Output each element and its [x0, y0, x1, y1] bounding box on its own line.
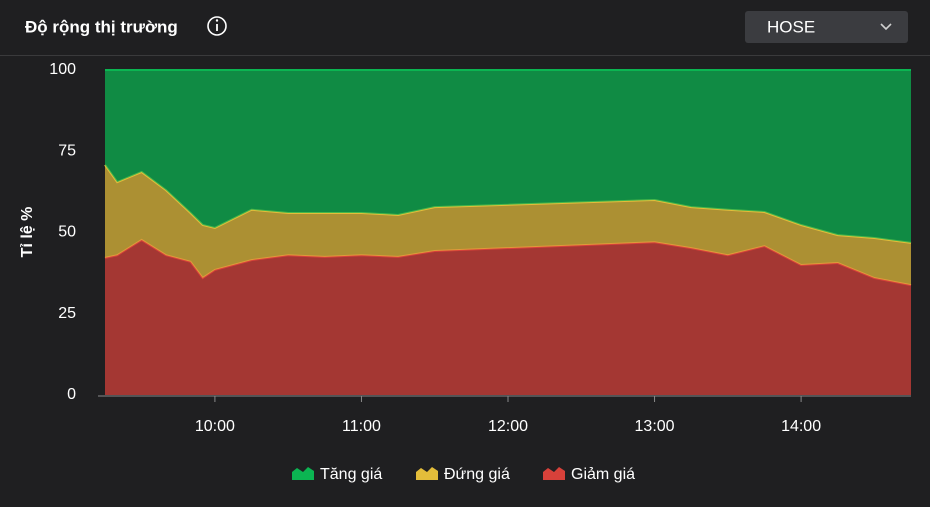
legend-icon	[292, 467, 314, 480]
legend-icon	[416, 467, 438, 480]
legend-item[interactable]: Đứng giá	[416, 466, 510, 483]
legend-label: Giảm giá	[571, 466, 635, 483]
area-fill	[105, 164, 911, 286]
legend-label: Đứng giá	[444, 466, 510, 483]
y-tick-label: 75	[58, 142, 76, 159]
legend-item[interactable]: Giảm giá	[543, 466, 635, 483]
area-fill	[105, 239, 911, 395]
x-tick-label: 12:00	[488, 418, 528, 435]
legend-label: Tăng giá	[320, 466, 382, 483]
y-axis-label: Tỉ lệ %	[19, 207, 36, 258]
info-icon[interactable]	[207, 16, 227, 36]
legend-icon	[543, 467, 565, 480]
y-tick-label: 50	[58, 224, 76, 241]
x-tick-label: 13:00	[635, 418, 675, 435]
widget-title: Độ rộng thị trường	[25, 17, 178, 36]
plot: 0 25 50 75 100 10:00 11:00 12:00 13:00 14:00	[49, 61, 912, 435]
legend-item[interactable]: Tăng giá	[292, 466, 382, 483]
dropdown-value: HOSE	[767, 17, 815, 36]
x-tick-label: 14:00	[781, 418, 821, 435]
exchange-dropdown[interactable]: HOSE	[745, 11, 908, 43]
x-tick-label: 10:00	[195, 418, 235, 435]
y-tick-label: 0	[67, 386, 76, 403]
y-tick-label: 100	[49, 61, 76, 78]
y-tick-label: 25	[58, 305, 76, 322]
area-fill	[105, 70, 911, 243]
x-tick-label: 11:00	[342, 418, 381, 435]
